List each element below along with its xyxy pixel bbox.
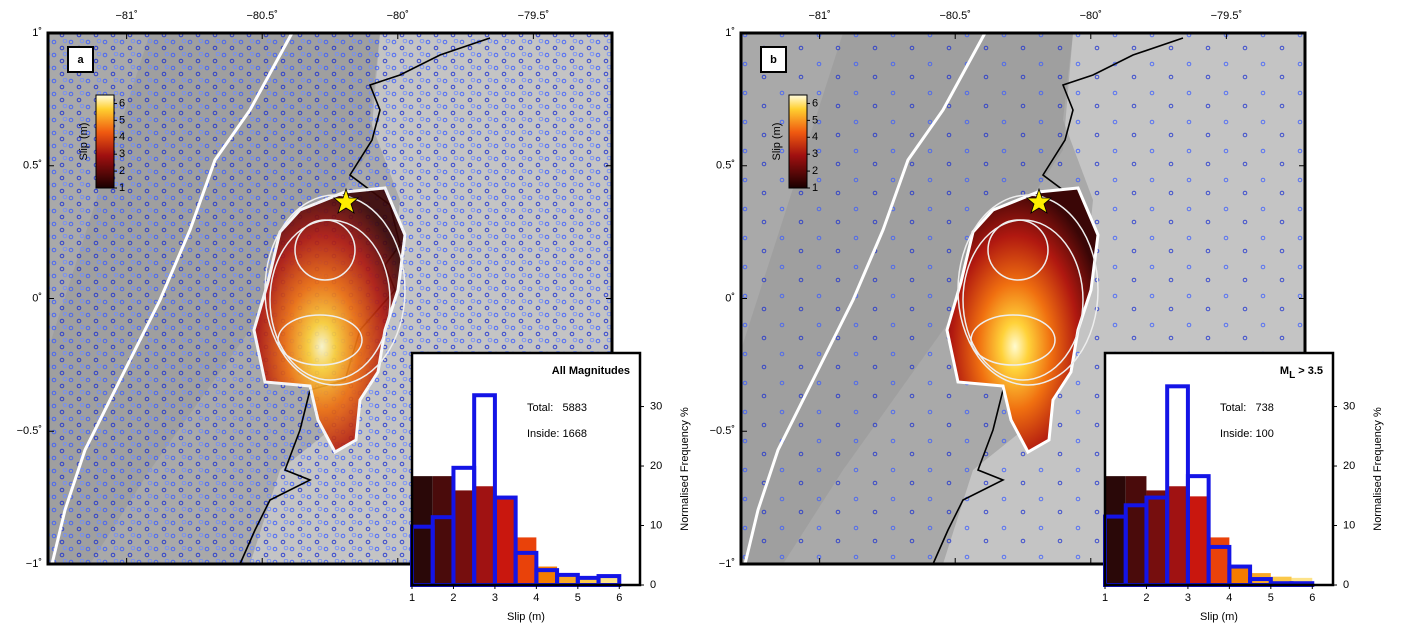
x-tick-label: 4	[533, 592, 539, 604]
y-tick-label: 30	[1343, 400, 1355, 412]
y-tick-label: 1˚	[32, 27, 42, 39]
y-tick-label: −0.5˚	[710, 425, 735, 437]
colorbar-tick-label: 1	[812, 182, 818, 194]
colorbar-tick-label: 4	[119, 131, 125, 143]
x-tick-label: −81˚	[808, 10, 830, 22]
x-tick-label: −79.5˚	[518, 10, 550, 22]
y-tick-label: 0˚	[725, 292, 735, 304]
title-part: M	[1280, 365, 1289, 377]
colorbar-label: Slip (m)	[771, 123, 783, 161]
colorbar	[96, 95, 114, 188]
x-tick-label: 2	[450, 592, 456, 604]
x-tick-label: 6	[1309, 592, 1315, 604]
colorbar-tick-label: 3	[812, 148, 818, 160]
colorbar-tick-label: 2	[119, 165, 125, 177]
y-tick-label: 10	[1343, 519, 1355, 531]
y-tick-label: 20	[1343, 460, 1355, 472]
x-tick-label: 1	[1102, 592, 1108, 604]
colorbar-tick-label: 5	[119, 114, 125, 126]
y-tick-label: 0.5˚	[716, 160, 735, 172]
x-tick-label: 5	[575, 592, 581, 604]
colorbar-label: Slip (m)	[78, 123, 90, 161]
y-tick-label: 30	[650, 400, 662, 412]
colorbar-tick-label: 6	[812, 97, 818, 109]
title-part: All Magnitudes	[552, 365, 630, 377]
y-tick-label: 0.5˚	[23, 160, 42, 172]
x-tick-label: 6	[616, 592, 622, 604]
slip-bar	[1146, 490, 1167, 585]
x-tick-label: 2	[1143, 592, 1149, 604]
slip-bar	[1126, 476, 1147, 585]
slip-bar	[495, 496, 516, 585]
histogram-title: All Magnitudes	[552, 365, 630, 377]
x-axis-label: Slip (m)	[1200, 611, 1238, 623]
y-tick-label: −0.5˚	[17, 425, 42, 437]
x-axis-label: Slip (m)	[507, 611, 545, 623]
x-tick-label: 1	[409, 592, 415, 604]
y-tick-label: 0˚	[32, 292, 42, 304]
x-tick-label: 3	[492, 592, 498, 604]
colorbar	[789, 95, 807, 188]
x-tick-label: −80˚	[1080, 10, 1102, 22]
x-tick-label: −79.5˚	[1211, 10, 1243, 22]
y-tick-label: 1˚	[725, 27, 735, 39]
y-tick-label: 0	[1343, 579, 1349, 591]
annotation: Inside: 1668	[527, 428, 587, 440]
panel-label: b	[770, 54, 777, 66]
slip-bar	[1188, 496, 1209, 585]
x-tick-label: −80.5˚	[246, 10, 278, 22]
slip-bar	[516, 537, 537, 585]
figure: −81˚ −80.5˚ −80˚ −79.5˚ 1˚ 0.5˚ 0˚ −0.5˚ −1˚ a 1 2 3…	[0, 0, 1401, 633]
colorbar-tick-label: 2	[812, 165, 818, 177]
y-tick-label: 20	[650, 460, 662, 472]
y-tick-label: 10	[650, 519, 662, 531]
annotation: Inside: 100	[1220, 428, 1274, 440]
y-axis-label: Normalised Frequency %	[679, 407, 691, 531]
x-tick-label: 4	[1226, 592, 1232, 604]
colorbar-tick-label: 6	[119, 97, 125, 109]
y-tick-label: −1˚	[719, 558, 735, 570]
slip-bar	[453, 490, 474, 585]
panel-label: a	[77, 54, 84, 66]
slip-bar	[474, 486, 495, 585]
x-tick-label: −80.5˚	[939, 10, 971, 22]
slip-bar	[1229, 567, 1250, 585]
slip-bar	[1105, 476, 1126, 585]
x-tick-label: 3	[1185, 592, 1191, 604]
title-part: > 3.5	[1295, 365, 1323, 377]
y-tick-label: 0	[650, 579, 656, 591]
slip-bar	[1209, 537, 1230, 585]
annotation: Total: 5883	[527, 402, 587, 414]
slip-bar	[1167, 486, 1188, 585]
colorbar-tick-label: 1	[119, 182, 125, 194]
x-tick-label: −80˚	[387, 10, 409, 22]
slip-bar	[433, 476, 454, 585]
colorbar-tick-label: 3	[119, 148, 125, 160]
x-tick-label: −81˚	[115, 10, 137, 22]
annotation: Total: 738	[1220, 402, 1274, 414]
y-tick-label: −1˚	[26, 558, 42, 570]
colorbar-tick-label: 5	[812, 114, 818, 126]
x-tick-label: 5	[1268, 592, 1274, 604]
colorbar-tick-label: 4	[812, 131, 818, 143]
slip-bar	[412, 476, 433, 585]
y-axis-label: Normalised Frequency %	[1372, 407, 1384, 531]
